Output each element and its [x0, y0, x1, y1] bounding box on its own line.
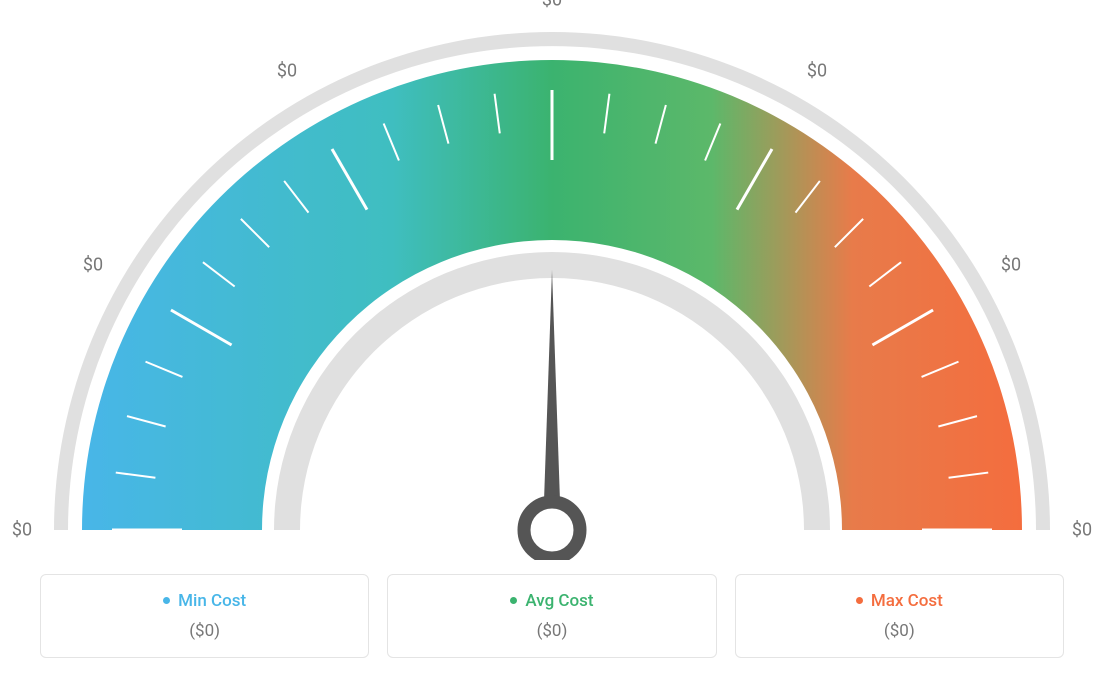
gauge-tick-label: $0 [277, 61, 297, 82]
card-avg-value: ($0) [398, 621, 705, 641]
card-avg-label: Avg Cost [525, 591, 593, 611]
card-min-label-row: Min Cost [163, 591, 246, 611]
card-avg-label-row: Avg Cost [510, 591, 593, 611]
gauge-tick-label: $0 [542, 0, 562, 11]
legend-cards: Min Cost ($0) Avg Cost ($0) Max Cost ($0… [40, 574, 1064, 658]
gauge-tick-label: $0 [83, 255, 103, 276]
dot-icon [510, 597, 517, 604]
gauge-tick-label: $0 [1072, 520, 1092, 541]
gauge-tick-label: $0 [12, 520, 32, 541]
dot-icon [163, 597, 170, 604]
card-avg-cost: Avg Cost ($0) [387, 574, 716, 658]
gauge-tick-label: $0 [807, 61, 827, 82]
gauge-area: $0 $0 $0 $0 $0 $0 $0 [0, 0, 1104, 560]
cost-gauge-chart: $0 $0 $0 $0 $0 $0 $0 Min Cost ($0) Avg Cost ($… [0, 0, 1104, 690]
card-min-cost: Min Cost ($0) [40, 574, 369, 658]
card-max-cost: Max Cost ($0) [735, 574, 1064, 658]
card-max-label: Max Cost [871, 591, 943, 611]
gauge-tick-label: $0 [1001, 255, 1021, 276]
dot-icon [856, 597, 863, 604]
card-min-value: ($0) [51, 621, 358, 641]
card-min-label: Min Cost [178, 591, 246, 611]
gauge-svg [0, 0, 1104, 560]
card-max-label-row: Max Cost [856, 591, 943, 611]
card-max-value: ($0) [746, 621, 1053, 641]
